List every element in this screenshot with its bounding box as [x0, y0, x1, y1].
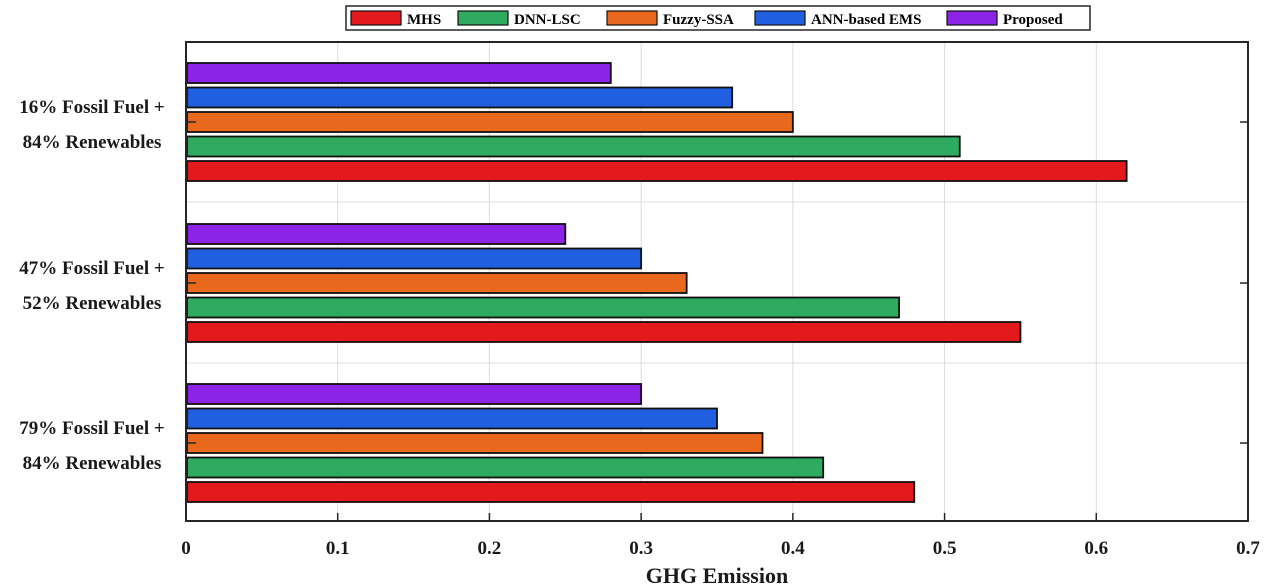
axis-ticks: 0 0.1 0.2 0.3 0.4 0.5 0.6 0.7 16% Fossil Fuel + 8… [19, 97, 1260, 559]
x-tick-label: 0.1 [326, 538, 350, 559]
x-tick-label: 0 [181, 538, 191, 559]
x-tick-label: 0.2 [478, 538, 502, 559]
bar-dnn-lsc-3 [186, 456, 825, 479]
bar-proposed-1 [186, 62, 612, 84]
bar-ann-based-ems-2 [186, 247, 643, 270]
legend-swatch [457, 10, 509, 26]
x-tick-label: 0.4 [781, 538, 805, 559]
legend-label: ANN-based EMS [811, 12, 921, 28]
x-tick-label: 0.6 [1084, 538, 1108, 559]
x-tick-label: 0.3 [629, 538, 653, 559]
legend-label: MHS [407, 12, 441, 28]
legend-swatch [754, 10, 806, 26]
category-label: 84% Renewables [23, 132, 162, 153]
legend-swatch [946, 10, 998, 26]
legend-swatch [350, 10, 402, 26]
bar-proposed-2 [186, 223, 567, 245]
legend-label: Proposed [1003, 12, 1063, 28]
plot-frame [185, 41, 1249, 522]
legend-label: DNN-LSC [514, 12, 581, 28]
legend-label: Fuzzy-SSA [663, 12, 734, 28]
bars [186, 62, 1128, 503]
category-label: 47% Fossil Fuel + [19, 258, 164, 279]
x-tick-label: 0.7 [1236, 538, 1260, 559]
bar-dnn-lsc-1 [186, 135, 961, 158]
category-label: 16% Fossil Fuel + [19, 97, 164, 118]
bar-ann-based-ems-1 [186, 86, 734, 109]
x-tick-label: 0.5 [933, 538, 957, 559]
legend: MHS DNN-LSC Fuzzy-SSA ANN-based EMS Proposed [345, 5, 1091, 31]
bar-ann-based-ems-3 [186, 407, 718, 430]
bar-proposed-3 [186, 383, 643, 405]
bar-dnn-lsc-2 [186, 296, 900, 319]
bar-fuzzy-ssa-3 [186, 432, 764, 454]
category-label: 79% Fossil Fuel + [19, 418, 164, 439]
bar-fuzzy-ssa-1 [186, 111, 794, 133]
bar-mhs-3 [186, 481, 916, 503]
bar-fuzzy-ssa-2 [186, 272, 688, 294]
category-label: 52% Renewables [23, 293, 162, 314]
legend-swatch [606, 10, 658, 26]
bar-mhs-1 [186, 160, 1128, 182]
x-axis-title: GHG Emission [646, 563, 788, 587]
bar-mhs-2 [186, 321, 1022, 343]
category-label: 84% Renewables [23, 453, 162, 474]
